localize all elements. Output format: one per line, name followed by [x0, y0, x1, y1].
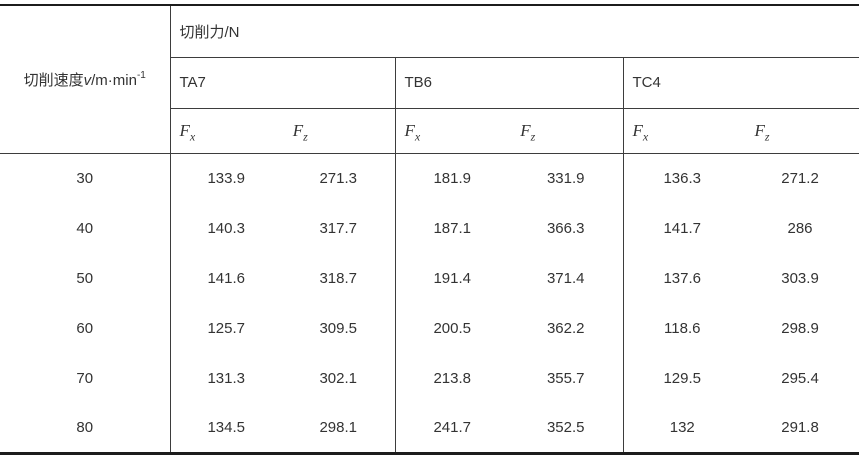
value-cell: 200.5	[433, 319, 472, 337]
speed-cell: 70	[0, 353, 171, 403]
value-cell: 298.9	[781, 319, 819, 337]
value-cell: 331.9	[509, 153, 624, 203]
value-cell: 129.5	[663, 369, 702, 387]
group-header-tc4: TC4	[623, 57, 860, 109]
ta7-fx-header: Fx	[170, 108, 282, 154]
speed-cell: 60	[0, 303, 171, 353]
value-cell: 136.3	[663, 169, 702, 187]
speed-cell: 30	[0, 153, 171, 203]
speed-exponent: -1	[136, 69, 146, 81]
speed-header-cell: 切削速度v/m·min-1	[0, 5, 171, 154]
header-row-groups: TA7 TB6 TC4	[0, 57, 860, 109]
speed-variable: v	[83, 71, 92, 89]
value-cell: 132	[669, 418, 695, 436]
value-cell: 134.5	[207, 418, 246, 436]
value-cell: 317.7	[282, 203, 396, 253]
value-cell: 131.3	[207, 369, 246, 387]
value-cell: 213.8	[433, 369, 472, 387]
group-header-tb6: TB6	[395, 57, 624, 109]
value-cell: 241.7	[433, 418, 472, 436]
value-cell: 140.3	[207, 219, 246, 237]
value-cell: 141.7	[663, 219, 702, 237]
speed-cell: 50	[0, 253, 171, 303]
table-row: 70 131.3 302.1 213.8 355.7 129.5 295.4	[0, 353, 859, 403]
value-cell: 133.9	[207, 169, 246, 187]
value-cell: 271.2	[781, 169, 819, 187]
table-row: 80 134.5 298.1 241.7 352.5 132 291.8	[0, 403, 859, 453]
table-row: 40 140.3 317.7 187.1 366.3 141.7 286	[0, 203, 859, 253]
force-header-cell: 切削力/N	[170, 5, 860, 58]
value-cell: 141.6	[207, 269, 246, 287]
value-cell: 302.1	[282, 353, 396, 403]
header-row-components: Fx Fz Fx Fz Fx Fz	[0, 108, 860, 154]
value-cell: 187.1	[433, 219, 472, 237]
value-cell: 298.1	[282, 403, 396, 453]
value-cell: 271.3	[282, 153, 396, 203]
value-cell: 318.7	[282, 253, 396, 303]
value-cell: 366.3	[509, 203, 624, 253]
tb6-fx-header: Fx	[395, 108, 509, 154]
value-cell: 137.6	[663, 269, 702, 287]
value-cell: 291.8	[781, 418, 819, 436]
ta7-fz-header: Fz	[282, 108, 396, 154]
header-row-force: 切削速度v/m·min-1 切削力/N	[0, 5, 860, 154]
cutting-force-table: 切削速度v/m·min-1 切削力/N TA7 TB6 TC4 Fx Fz Fx	[0, 4, 860, 455]
speed-unit: /m·min	[91, 71, 137, 89]
speed-cell: 80	[0, 403, 171, 453]
value-cell: 371.4	[509, 253, 624, 303]
tb6-fz-header: Fz	[509, 108, 624, 154]
tc4-fx-header: Fx	[623, 108, 741, 154]
value-cell: 125.7	[207, 319, 246, 337]
value-cell: 286	[787, 219, 813, 237]
table-row: 30 133.9 271.3 181.9 331.9 136.3 271.2	[0, 153, 859, 203]
value-cell: 191.4	[433, 269, 472, 287]
value-cell: 309.5	[282, 303, 396, 353]
speed-header-prefix: 切削速度	[23, 71, 84, 89]
table-row: 60 125.7 309.5 200.5 362.2 118.6 298.9	[0, 303, 859, 353]
value-cell: 362.2	[509, 303, 624, 353]
value-cell: 303.9	[781, 269, 819, 287]
group-header-ta7: TA7	[170, 57, 396, 109]
speed-cell: 40	[0, 203, 171, 253]
value-cell: 355.7	[509, 353, 624, 403]
tc4-fz-header: Fz	[741, 108, 860, 154]
value-cell: 352.5	[509, 403, 624, 453]
table-row: 50 141.6 318.7 191.4 371.4 137.6 303.9	[0, 253, 859, 303]
value-cell: 118.6	[664, 319, 701, 337]
value-cell: 295.4	[781, 369, 819, 387]
value-cell: 181.9	[433, 169, 472, 187]
